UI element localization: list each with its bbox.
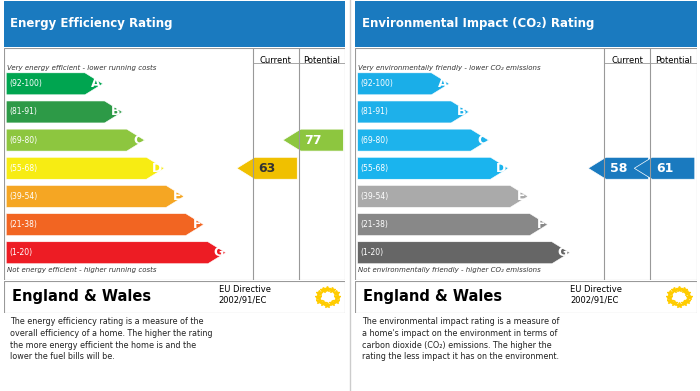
Text: F: F — [537, 218, 545, 231]
Polygon shape — [6, 101, 122, 123]
Polygon shape — [6, 157, 164, 179]
Text: Very energy efficient - lower running costs: Very energy efficient - lower running co… — [7, 65, 156, 71]
Text: (39-54): (39-54) — [9, 192, 37, 201]
Text: England & Wales: England & Wales — [363, 289, 503, 304]
Polygon shape — [358, 213, 547, 235]
Text: 63: 63 — [258, 162, 276, 175]
Text: (39-54): (39-54) — [360, 192, 388, 201]
Text: C: C — [134, 134, 143, 147]
Polygon shape — [358, 185, 528, 207]
Text: Very environmentally friendly - lower CO₂ emissions: Very environmentally friendly - lower CO… — [358, 65, 541, 71]
Text: 77: 77 — [304, 134, 322, 147]
Polygon shape — [6, 213, 204, 235]
Polygon shape — [358, 101, 469, 123]
Text: (21-38): (21-38) — [9, 220, 37, 229]
Text: (1-20): (1-20) — [9, 248, 32, 257]
Polygon shape — [588, 157, 649, 179]
Text: (55-68): (55-68) — [9, 164, 37, 173]
Text: E: E — [174, 190, 182, 203]
Text: (1-20): (1-20) — [360, 248, 384, 257]
Text: (55-68): (55-68) — [360, 164, 388, 173]
Polygon shape — [6, 73, 103, 95]
Text: EU Directive
2002/91/EC: EU Directive 2002/91/EC — [570, 285, 622, 305]
Polygon shape — [358, 73, 449, 95]
Text: (81-91): (81-91) — [9, 108, 37, 117]
Polygon shape — [358, 129, 489, 151]
Text: England & Wales: England & Wales — [12, 289, 151, 304]
Text: (69-80): (69-80) — [360, 136, 388, 145]
Text: G: G — [557, 246, 568, 259]
Text: A: A — [91, 77, 101, 90]
Polygon shape — [6, 129, 144, 151]
Text: 61: 61 — [656, 162, 673, 175]
Text: (92-100): (92-100) — [360, 79, 393, 88]
Text: (81-91): (81-91) — [360, 108, 388, 117]
Polygon shape — [237, 157, 298, 179]
Polygon shape — [6, 242, 225, 264]
Polygon shape — [358, 242, 570, 264]
Polygon shape — [6, 185, 184, 207]
Text: Potential: Potential — [304, 56, 340, 65]
Text: Current: Current — [260, 56, 292, 65]
Text: D: D — [152, 162, 162, 175]
Text: E: E — [517, 190, 526, 203]
Text: Energy Efficiency Rating: Energy Efficiency Rating — [10, 17, 173, 30]
Text: (69-80): (69-80) — [9, 136, 37, 145]
Polygon shape — [634, 157, 695, 179]
Text: (21-38): (21-38) — [360, 220, 388, 229]
Text: Not environmentally friendly - higher CO₂ emissions: Not environmentally friendly - higher CO… — [358, 267, 541, 273]
Text: B: B — [111, 106, 120, 118]
Text: EU Directive
2002/91/EC: EU Directive 2002/91/EC — [218, 285, 271, 305]
Text: Current: Current — [611, 56, 643, 65]
Text: D: D — [496, 162, 506, 175]
Text: B: B — [457, 106, 467, 118]
Text: Not energy efficient - higher running costs: Not energy efficient - higher running co… — [7, 267, 156, 273]
Text: Environmental Impact (CO₂) Rating: Environmental Impact (CO₂) Rating — [362, 17, 594, 30]
Text: A: A — [438, 77, 447, 90]
Text: C: C — [477, 134, 486, 147]
Text: F: F — [193, 218, 202, 231]
Text: 58: 58 — [610, 162, 627, 175]
Text: G: G — [214, 246, 224, 259]
Polygon shape — [358, 157, 508, 179]
Text: The energy efficiency rating is a measure of the
overall efficiency of a home. T: The energy efficiency rating is a measur… — [10, 317, 213, 361]
Text: The environmental impact rating is a measure of
a home's impact on the environme: The environmental impact rating is a mea… — [362, 317, 559, 361]
Text: Potential: Potential — [655, 56, 692, 65]
Text: (92-100): (92-100) — [9, 79, 42, 88]
Polygon shape — [283, 129, 344, 151]
